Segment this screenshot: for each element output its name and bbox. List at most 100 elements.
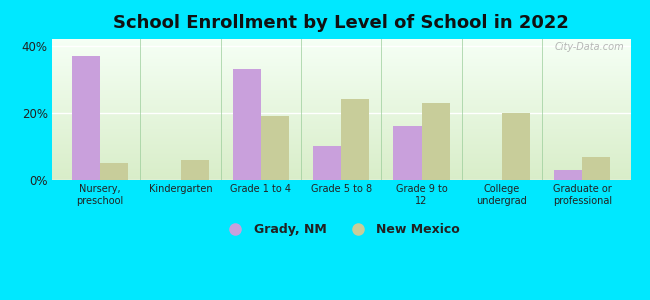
Bar — [554, 170, 582, 180]
Bar — [52, 74, 630, 75]
Bar — [52, 125, 630, 126]
Bar — [52, 46, 630, 47]
Bar — [52, 58, 630, 59]
Bar — [52, 59, 630, 60]
Bar — [52, 156, 630, 157]
Bar — [52, 118, 630, 119]
Bar — [52, 144, 630, 145]
Bar — [52, 42, 630, 43]
Bar — [52, 122, 630, 123]
Bar — [52, 150, 630, 151]
Bar — [52, 142, 630, 143]
Bar — [52, 173, 630, 174]
Bar — [52, 155, 630, 156]
Bar — [52, 71, 630, 72]
Bar — [52, 67, 630, 68]
Bar — [52, 176, 630, 177]
Bar — [261, 116, 289, 180]
Bar — [52, 103, 630, 104]
Bar — [100, 163, 128, 180]
Bar — [52, 83, 630, 84]
Bar — [52, 111, 630, 112]
Legend: Grady, NM, New Mexico: Grady, NM, New Mexico — [217, 218, 465, 242]
Bar — [52, 136, 630, 137]
Bar — [52, 140, 630, 141]
Bar — [52, 40, 630, 41]
Bar — [52, 160, 630, 161]
Bar — [52, 116, 630, 117]
Bar — [52, 121, 630, 122]
Bar — [52, 141, 630, 142]
Bar — [52, 130, 630, 131]
Bar — [52, 85, 630, 86]
Bar — [52, 108, 630, 109]
Bar — [52, 60, 630, 61]
Bar — [52, 87, 630, 88]
Bar — [52, 61, 630, 62]
Bar — [52, 50, 630, 51]
Bar — [52, 105, 630, 106]
Bar — [52, 52, 630, 53]
Bar — [52, 91, 630, 92]
Bar — [52, 163, 630, 164]
Bar — [52, 107, 630, 108]
Bar — [52, 178, 630, 179]
Bar — [52, 165, 630, 166]
Bar — [52, 123, 630, 124]
Bar — [52, 153, 630, 154]
Bar — [422, 103, 450, 180]
Bar — [52, 82, 630, 83]
Title: School Enrollment by Level of School in 2022: School Enrollment by Level of School in … — [113, 14, 569, 32]
Bar — [52, 114, 630, 115]
Bar — [393, 126, 422, 180]
Bar — [52, 65, 630, 66]
Bar — [52, 41, 630, 42]
Bar — [52, 98, 630, 99]
Bar — [52, 133, 630, 134]
Bar — [52, 106, 630, 107]
Bar — [52, 54, 630, 55]
Bar — [52, 138, 630, 139]
Bar — [52, 84, 630, 85]
Bar — [52, 162, 630, 163]
Bar — [52, 120, 630, 121]
Bar — [52, 94, 630, 95]
Bar — [52, 137, 630, 138]
Bar — [52, 129, 630, 130]
Bar — [52, 169, 630, 170]
Bar — [52, 69, 630, 70]
Bar — [52, 62, 630, 63]
Bar — [52, 167, 630, 168]
Bar — [52, 113, 630, 114]
Bar — [52, 128, 630, 129]
Bar — [52, 146, 630, 147]
Text: City-Data.com: City-Data.com — [555, 42, 625, 52]
Bar — [52, 45, 630, 46]
Bar — [52, 99, 630, 100]
Bar — [52, 164, 630, 165]
Bar — [52, 126, 630, 127]
Bar — [52, 147, 630, 148]
Bar — [52, 151, 630, 152]
Bar — [341, 99, 369, 180]
Bar — [52, 88, 630, 89]
Bar — [52, 143, 630, 144]
Bar — [52, 53, 630, 54]
Bar — [52, 110, 630, 111]
Bar — [52, 77, 630, 78]
Bar — [52, 104, 630, 105]
Bar — [181, 160, 209, 180]
Bar — [52, 97, 630, 98]
Bar — [52, 93, 630, 94]
Bar — [52, 139, 630, 140]
Bar — [52, 48, 630, 49]
Bar — [52, 64, 630, 65]
Bar — [502, 113, 530, 180]
Bar — [52, 76, 630, 77]
Bar — [52, 135, 630, 136]
Bar — [52, 55, 630, 56]
Bar — [52, 47, 630, 48]
Bar — [52, 157, 630, 158]
Bar — [52, 96, 630, 97]
Bar — [52, 174, 630, 175]
